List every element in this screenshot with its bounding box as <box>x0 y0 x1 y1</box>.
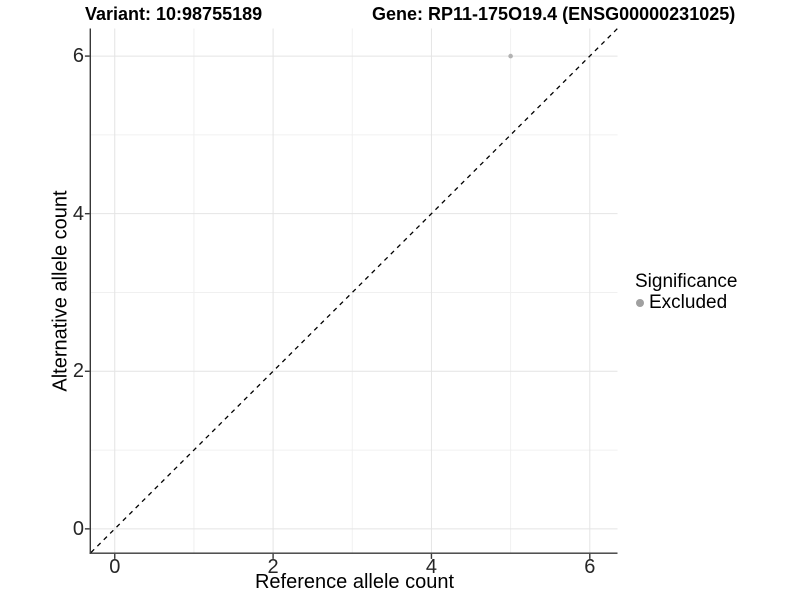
y-tick-label: 2 <box>72 360 84 383</box>
x-tick-label: 0 <box>109 556 121 578</box>
x-tick-label: 2 <box>267 556 279 578</box>
legend-title: Significance <box>635 271 738 292</box>
variant-title: Variant: 10:98755189 <box>85 4 263 24</box>
y-tick-label: 4 <box>72 202 84 225</box>
y-tick-label: 0 <box>72 517 84 540</box>
legend-item-label: Excluded <box>649 292 728 313</box>
x-axis-title: Reference allele count <box>254 571 454 593</box>
gene-title: Gene: RP11-175O19.4 (ENSG00000231025) <box>372 4 736 24</box>
legend: Significance Excluded <box>635 271 737 313</box>
y-tick-label: 6 <box>72 45 84 68</box>
legend-item-excluded: Excluded <box>635 292 737 313</box>
x-tick-label: 4 <box>425 556 437 578</box>
x-tick-label: 6 <box>584 556 596 578</box>
excluded-point-swatch <box>636 298 644 307</box>
identity-reference-line <box>90 28 618 553</box>
data-point-excluded <box>508 53 513 59</box>
